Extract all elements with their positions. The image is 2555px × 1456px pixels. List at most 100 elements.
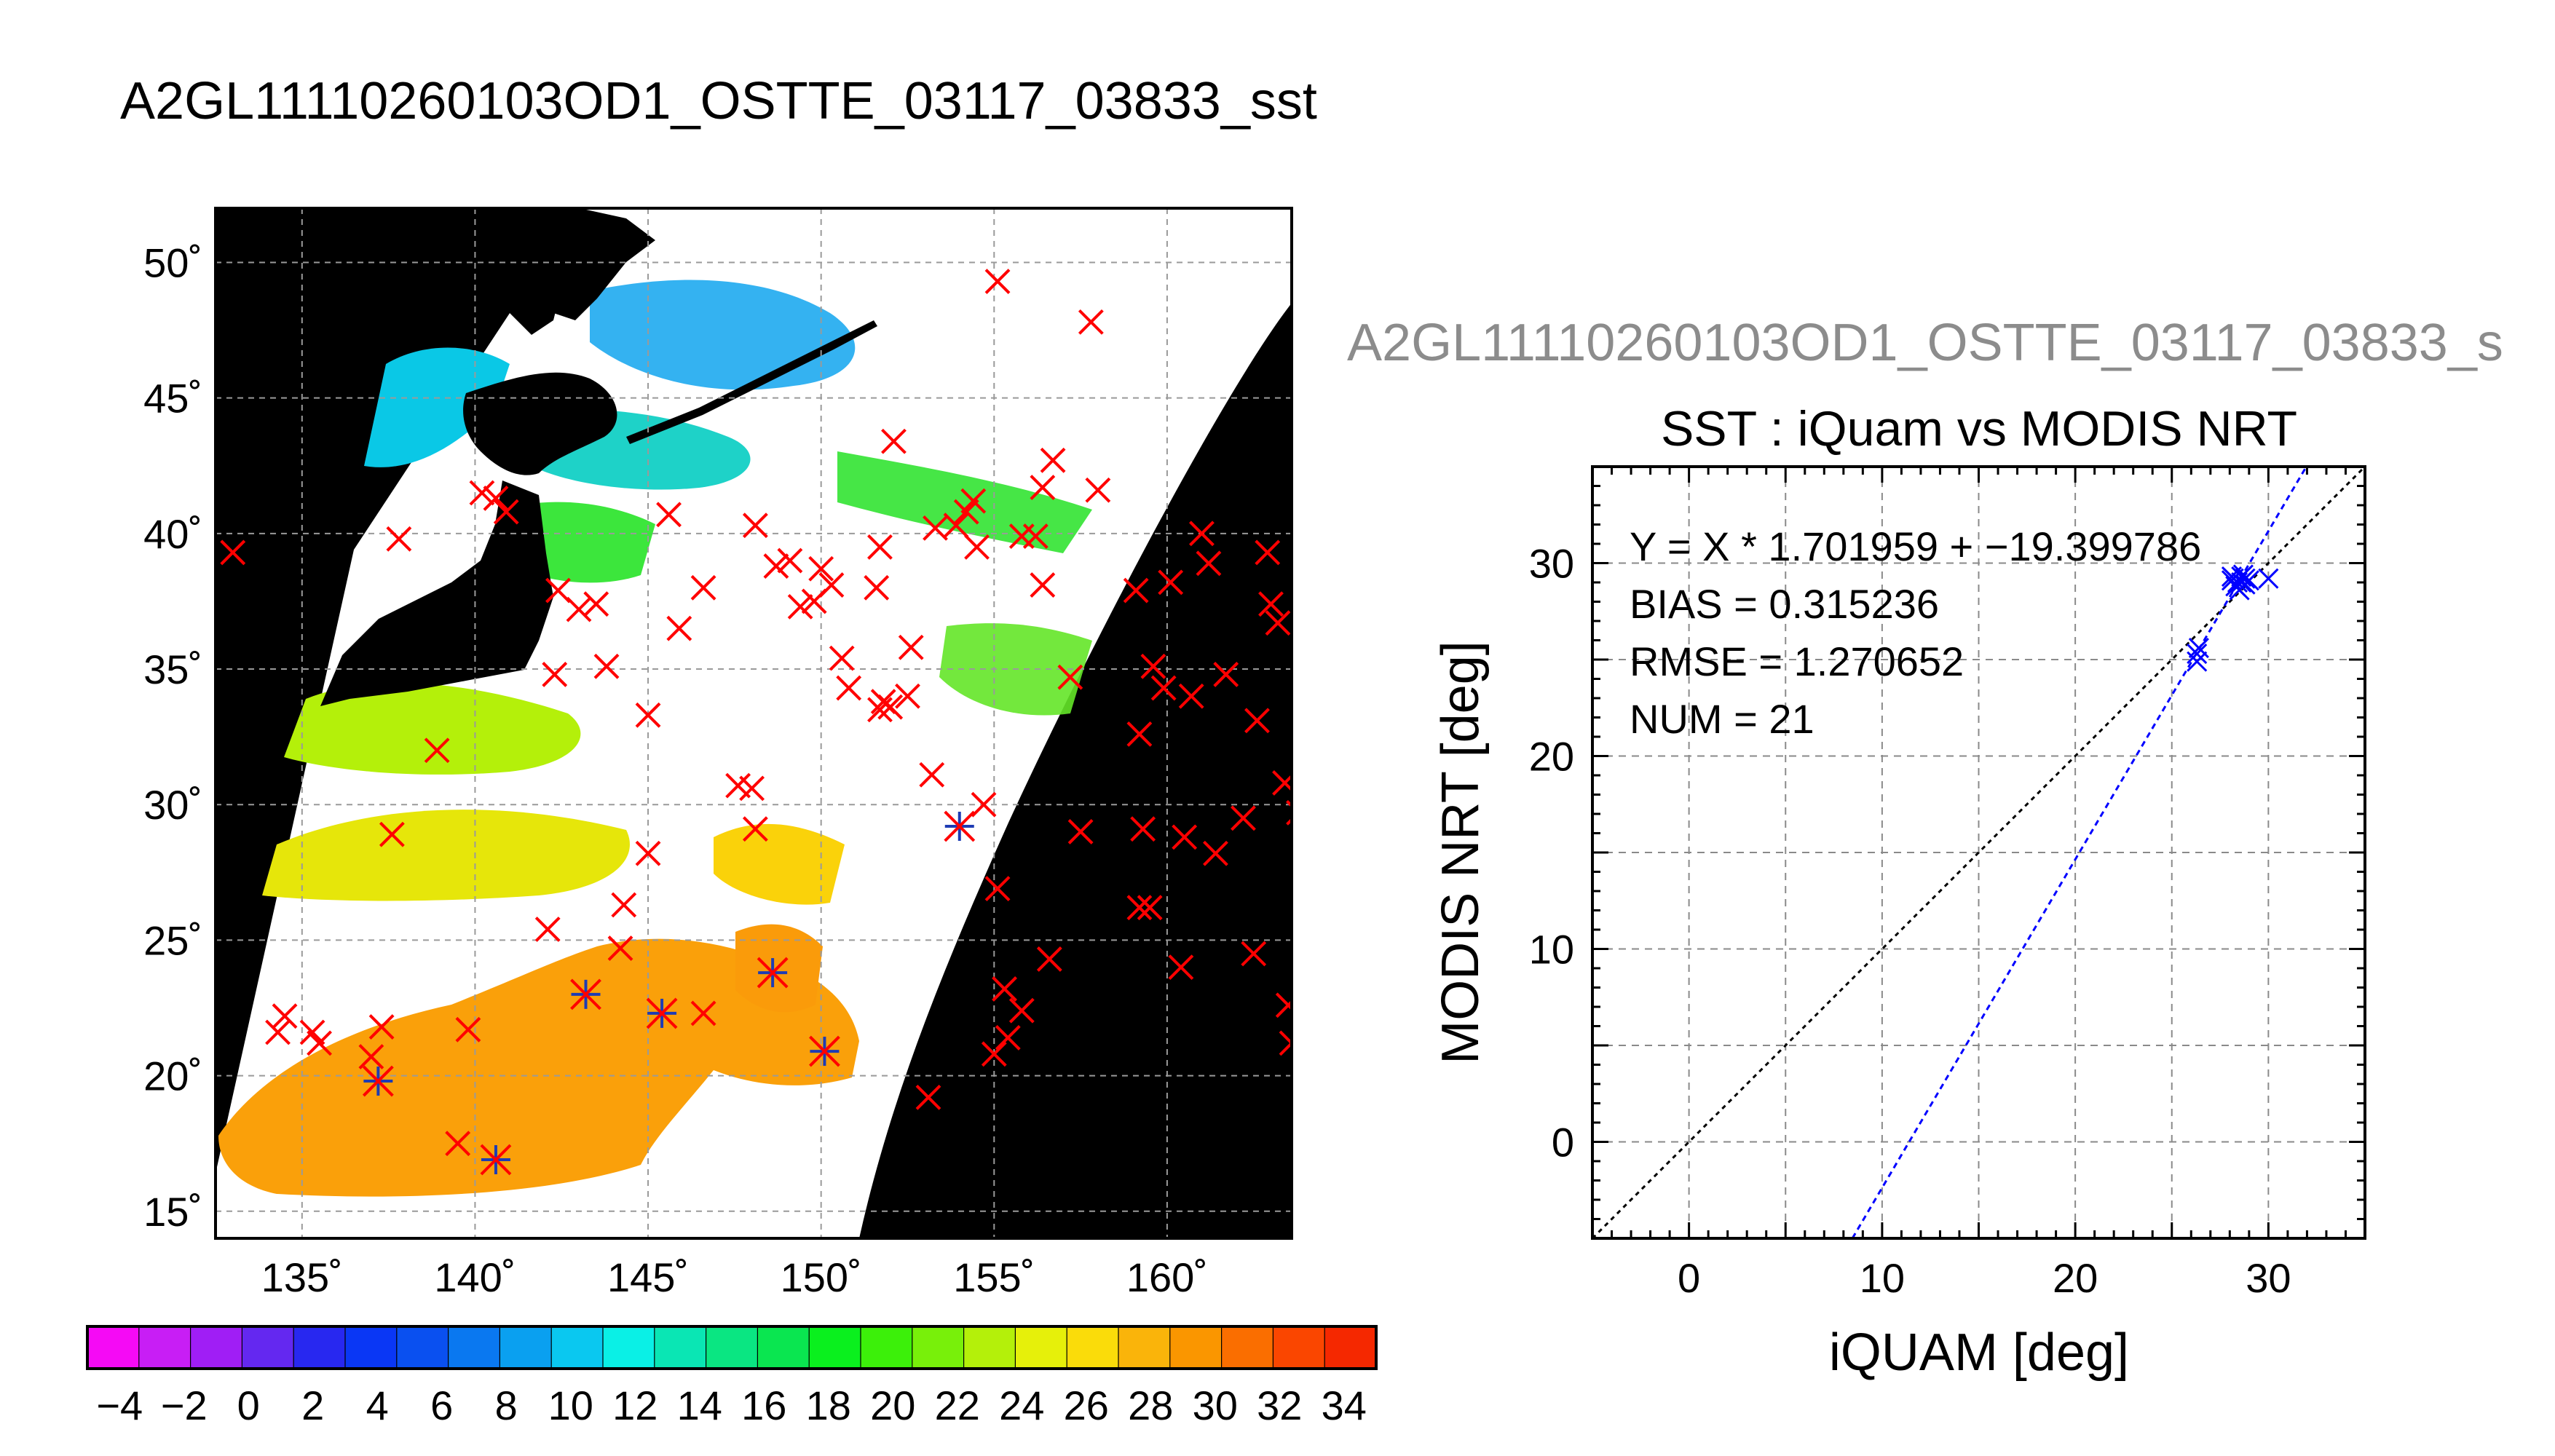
matched-matchup-marker [757,957,789,989]
matchup-marker [1140,653,1166,679]
matchup-marker [607,935,633,961]
scatter-point [2238,570,2259,591]
colorbar-tick-labels: −4 −2 0 2 4 6 8 10 12 14 16 18 20 22 24 26 28 30 32 34 [96,1382,1367,1428]
matchup-marker [867,697,893,723]
colorbar-cell [242,1326,295,1369]
sst-map: 50˚ 45˚ 40˚ 35˚ 30˚ 25˚ 20˚ 15˚ 135˚ 140˚ 145˚ 150˚… [143,207,1293,1300]
scatter-point [2235,568,2256,589]
kamchatka-land [502,208,655,320]
map-lon-tick-label: 135˚ [261,1254,343,1300]
matchup-marker [455,1016,481,1042]
matchup-marker [1241,941,1267,967]
matchup-marker [898,634,924,660]
scatter-y-axis-label: MODIS NRT [deg] [1431,641,1490,1064]
matchup-marker [1040,447,1066,473]
map-lat-tick-label: 40˚ [143,511,202,557]
colorbar-cell [499,1326,553,1369]
colorbar-cell [1221,1326,1274,1369]
map-lat-tick-label: 30˚ [143,782,202,828]
matchup-marker [953,499,979,525]
scatter-point [2258,568,2279,589]
colorbar-cell [603,1326,655,1369]
matchup-marker [981,1041,1007,1067]
matchup-marker [469,480,495,506]
scatter-point [2188,638,2209,659]
scatter-y-tick-label: 30 [1529,541,1574,587]
matched-matchup-marker [646,997,678,1029]
matchup-marker [483,486,509,511]
colorbar-cell [861,1326,913,1369]
map-frame [214,207,1293,1240]
matchup-marker [424,737,450,764]
tropical-orange-sst [218,938,859,1197]
matchup-marker [923,515,948,541]
colorbar-cell [345,1326,398,1369]
scatter-annotation-bias: BIAS = 0.315236 [1630,581,1939,627]
colorbar-tick-label: −2 [161,1382,208,1428]
matchup-marker [1126,895,1153,921]
scatter-x-tick-label: 20 [2053,1255,2098,1301]
matchup-marker [1272,770,1292,796]
matchup-marker [534,917,561,942]
colorbar-tick-label: 22 [935,1382,980,1428]
matchup-marker [971,791,997,818]
colorbar-cell [654,1326,707,1369]
matchup-marker [368,1014,395,1040]
matchup-marker [1203,840,1228,866]
colorbar-cell [809,1326,861,1369]
map-axis-labels: 50˚ 45˚ 40˚ 35˚ 30˚ 25˚ 20˚ 15˚ 135˚ 140˚ 145˚ 150˚… [143,240,1208,1300]
matchup-marker [808,555,834,582]
colorbar-tick-label: 26 [1064,1382,1109,1428]
matchup-marker [742,816,768,842]
matchup-marker [1231,805,1256,831]
matchup-marker [220,539,246,566]
matchup-marker [1255,539,1281,566]
colorbar-tick-label: 0 [237,1382,260,1428]
matchup-marker [1030,572,1056,598]
scatter-y-tick-label: 0 [1552,1120,1574,1166]
colorbar-cell [963,1326,1016,1369]
colorbar-tick-label: 20 [870,1382,915,1428]
matched-matchup-marker [570,978,601,1010]
scatter-annotation-num: NUM = 21 [1630,696,1814,742]
korea-land [216,495,277,670]
matchup-marker [1130,816,1156,842]
matchup-marker [542,662,568,687]
matchup-marker [829,645,855,671]
colorbar-cell [1324,1326,1377,1369]
matchup-marker [690,574,716,601]
colorbar-cell [1067,1326,1119,1369]
map-lat-tick-label: 35˚ [143,646,202,692]
matchup-marker [1172,824,1198,850]
colorbar-tick-label: 32 [1257,1382,1302,1428]
sea-of-japan-sst [364,347,510,467]
matchup-marker [593,653,620,679]
colorbar-cell [1118,1326,1171,1369]
matchup-marker [992,976,1017,1002]
colorbar-cell [396,1326,449,1369]
matchup-marker [1085,477,1111,503]
matchup-marker [836,675,862,701]
matchup-marker [307,1030,332,1056]
map-lon-tick-label: 140˚ [434,1254,516,1300]
colorbar-cell [551,1326,604,1369]
colorbar-tick-label: 16 [741,1382,786,1428]
matchup-marker [818,572,845,598]
matchup-marker [690,1000,716,1026]
kuroshio-yellowgreen-sst [284,683,581,775]
map-lat-tick-label: 45˚ [143,376,202,422]
matched-matchup-marker [362,1065,394,1097]
colorbar-tick-label: 8 [495,1382,518,1428]
scatter-annotation-rmse: RMSE = 1.270652 [1630,638,1964,684]
colorbar-tick-label: 18 [806,1382,851,1428]
matchup-marker [943,513,969,539]
matchup-marker [1189,521,1215,547]
scatter-tick-marks [1591,465,2366,1240]
colorbar-tick-label: 24 [999,1382,1044,1428]
regression-line [1851,467,2307,1238]
scatter-x-axis-label: iQUAM [deg] [1829,1324,2129,1382]
colorbar-cell [1015,1326,1068,1369]
matchup-marker [1244,708,1270,734]
scatter-points [2187,564,2279,672]
